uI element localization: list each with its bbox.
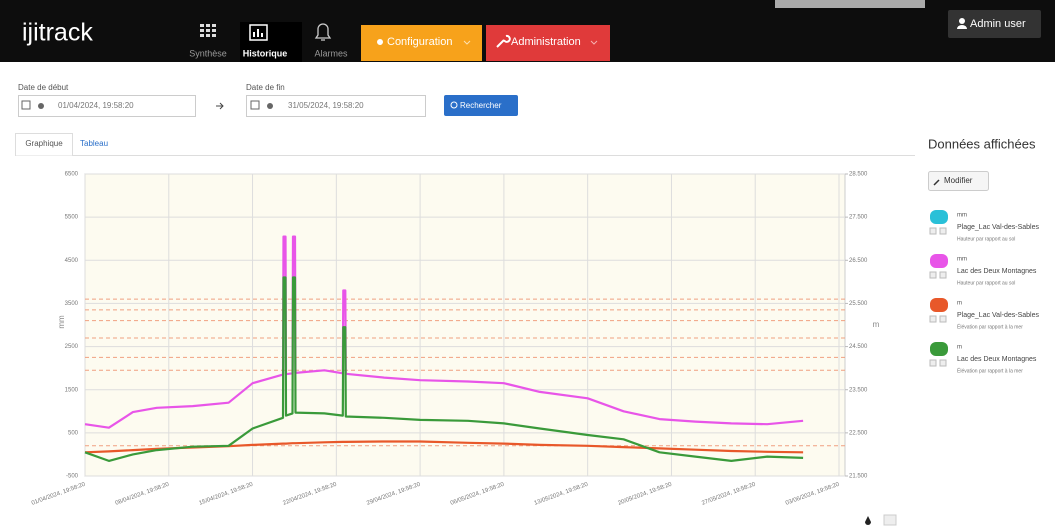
plot-area: [84, 173, 846, 477]
search-label: Rechercher: [460, 101, 502, 110]
configuration-label: Configuration: [387, 36, 452, 48]
caret: [463, 40, 471, 45]
calendar-icon: [250, 100, 260, 110]
caret: [590, 40, 598, 45]
logo[interactable]: ijitrack: [22, 19, 93, 47]
small-button[interactable]: [883, 514, 897, 526]
y-tick-label: 6500: [65, 172, 79, 178]
gear-icon: [267, 103, 273, 109]
legend-description: Élévation par rapport à la mer: [957, 323, 1023, 330]
top-tab: [775, 0, 925, 8]
user-button[interactable]: [948, 10, 1041, 38]
tab[interactable]: Tableau: [80, 139, 108, 148]
legend-name: Plage_Lac Val-des-Sables: [957, 312, 1039, 319]
legend-unit: mm: [957, 257, 967, 263]
nav-item[interactable]: Synthèse: [189, 48, 227, 58]
y-tick-label: 4500: [65, 258, 79, 264]
series-line: [84, 276, 804, 462]
y2-tick-label: 23.500: [849, 387, 868, 393]
legend-control: [929, 271, 937, 279]
y2-tick-label: 26.500: [849, 258, 868, 264]
legend-swatch: [930, 254, 948, 268]
edit-label: Modifier: [944, 176, 973, 185]
legend-description: Élévation par rapport à la mer: [957, 367, 1023, 374]
legend-control: [929, 315, 937, 323]
legend-unit: mm: [957, 213, 967, 219]
end-input[interactable]: [246, 95, 426, 117]
wrench-icon: [496, 34, 511, 48]
search-icon: [450, 101, 458, 109]
legend-description: Hauteur par rapport au sol: [957, 236, 1015, 242]
legend-description: Hauteur par rapport au sol: [957, 280, 1015, 286]
y-tick-label: -500: [66, 474, 79, 480]
user-label: Admin user: [970, 18, 1026, 30]
nav-item[interactable]: Historique: [243, 48, 288, 58]
start-label: Date de début: [18, 83, 69, 92]
legend-swatch: [930, 298, 948, 312]
series-line: [84, 235, 804, 429]
legend-control: [939, 315, 947, 323]
calendar-icon: [21, 100, 31, 110]
legend-swatch: [930, 210, 948, 224]
y-tick-label: 500: [68, 430, 79, 436]
nav-item[interactable]: Alarmes: [314, 48, 348, 58]
legend-control: [939, 271, 947, 279]
tab-active: [15, 133, 73, 156]
y2-tick-label: 21.500: [849, 474, 868, 480]
end-label: Date de fin: [246, 83, 285, 92]
y2-tick-label: 24.500: [849, 344, 868, 350]
y2-tick-label: 22.500: [849, 430, 868, 436]
legend-control: [929, 359, 937, 367]
legend-unit: m: [957, 345, 962, 351]
user-icon: [959, 18, 965, 24]
legend-unit: m: [957, 301, 962, 307]
start-input[interactable]: [18, 95, 196, 117]
y-tick-label: 1500: [65, 387, 79, 393]
series-line: [84, 440, 804, 454]
gear-icon: [38, 103, 44, 109]
legend-control: [939, 359, 947, 367]
user-icon-body: [957, 25, 967, 29]
drop-icon: [865, 516, 871, 525]
legend-control: [929, 227, 937, 235]
panel-title: Données affichées: [928, 136, 1036, 151]
y-tick-label: 5500: [65, 215, 79, 221]
arrow: [216, 102, 224, 110]
legend-swatch: [930, 342, 948, 356]
end-value: 31/05/2024, 19:58:20: [288, 101, 364, 110]
wrench-icon: [933, 179, 940, 186]
y2-tick-label: 28.500: [849, 172, 868, 178]
tab[interactable]: Graphique: [25, 139, 63, 148]
alarm-icon: [314, 23, 332, 41]
legend-name: Lac des Deux Montagnes: [957, 356, 1037, 363]
search-button[interactable]: [444, 95, 518, 116]
historique-icon: [249, 24, 268, 41]
legend-control: [939, 227, 947, 235]
y-tick-label: 3500: [65, 301, 79, 307]
historique-icon-bars: [253, 29, 263, 37]
y2-tick-label: 27.500: [849, 215, 868, 221]
gear-icon: [377, 39, 383, 45]
edit-button[interactable]: [928, 171, 989, 191]
start-value: 01/04/2024, 19:58:20: [58, 101, 134, 110]
y-tick-label: 2500: [65, 344, 79, 350]
administration-button[interactable]: [486, 25, 610, 61]
y-axis-label: mm: [57, 315, 66, 329]
administration-label: Administration: [511, 36, 581, 48]
synthese-icon: [200, 24, 216, 37]
legend-name: Plage_Lac Val-des-Sables: [957, 224, 1039, 231]
y2-axis-label: m: [873, 320, 880, 329]
y2-tick-label: 25.500: [849, 301, 868, 307]
legend-name: Lac des Deux Montagnes: [957, 268, 1037, 275]
